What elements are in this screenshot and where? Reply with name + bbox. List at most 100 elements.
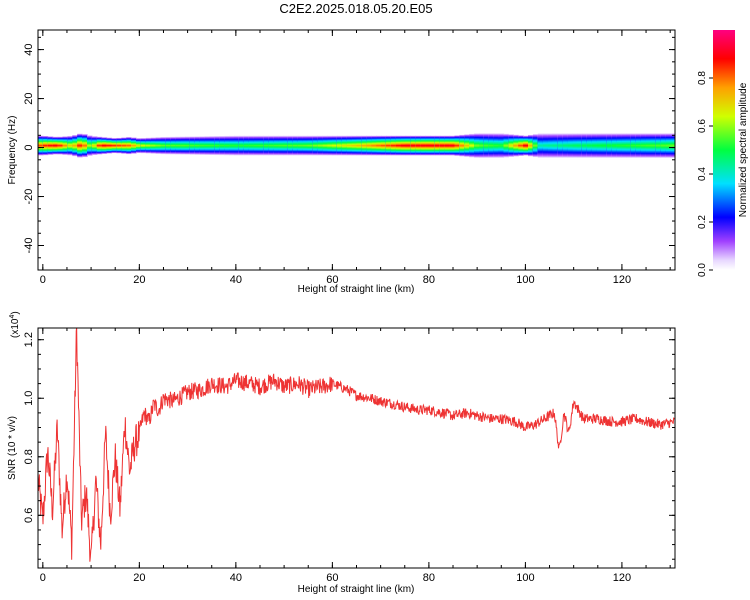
heatmap-cell	[42, 144, 49, 147]
heatmap-cell	[528, 144, 534, 147]
x-tick-label: 60	[326, 572, 338, 584]
heatmap-cell	[410, 144, 416, 147]
figure-title: C2E2.2025.018.05.20.E05	[279, 1, 432, 16]
heatmap-cell	[645, 144, 652, 147]
heatmap-cell	[415, 144, 421, 147]
heatmap-cell	[185, 145, 191, 147]
heatmap-cell	[621, 144, 627, 147]
heatmap-cell	[248, 144, 255, 147]
heatmap-cell	[307, 144, 313, 147]
heatmap-cell	[356, 144, 362, 147]
x-tick-label: 100	[516, 274, 534, 286]
heatmap-cell	[258, 144, 264, 147]
x-tick-label: 120	[613, 572, 631, 584]
spectrogram-xticks: 0 20 40 60 80 100 120	[40, 30, 671, 286]
heatmap-cell	[665, 144, 671, 147]
heatmap-cell	[219, 144, 225, 147]
heatmap-cell	[121, 145, 127, 147]
heatmap-cell	[229, 144, 235, 147]
colorbar-tick-label: 0.8	[697, 71, 708, 85]
heatmap-cell	[243, 144, 250, 147]
y-tick-label: 1.0	[23, 391, 35, 406]
heatmap-cell	[601, 144, 607, 147]
y-tick-label: -20	[23, 189, 35, 205]
heatmap-cell	[547, 144, 554, 147]
heatmap-cell	[224, 144, 230, 147]
snr-scale-note: (x104)	[9, 311, 21, 338]
heatmap-cell	[332, 144, 338, 147]
x-tick-label: 60	[326, 274, 338, 286]
spectrogram-panel: 0 20 40 60 80 100 120 -40 -20 0 20 40 Height of st…	[7, 29, 676, 295]
heatmap-cell	[498, 144, 505, 147]
heatmap-cell	[596, 144, 603, 147]
heatmap-cell	[562, 144, 568, 147]
heatmap-cell	[488, 144, 495, 147]
heatmap-cell	[660, 144, 666, 147]
heatmap-cell	[150, 145, 157, 147]
heatmap-cell	[577, 144, 583, 147]
heatmap-cell	[425, 144, 431, 147]
heatmap-cell	[189, 145, 196, 147]
snr-panel: 0 20 40 60 80 100 120 0.6 0.8 1.0 1.2 Height of s…	[7, 311, 676, 595]
heatmap-cell	[194, 145, 201, 147]
heatmap-cell	[449, 144, 456, 147]
heatmap-cell	[116, 145, 122, 147]
heatmap-band	[38, 133, 675, 158]
heatmap-cell	[430, 144, 436, 147]
heatmap-cell	[175, 145, 181, 147]
heatmap-cell	[292, 144, 299, 147]
y-tick-label: 20	[23, 92, 35, 104]
heatmap-cell	[567, 144, 573, 147]
x-tick-label: 80	[423, 572, 435, 584]
heatmap-cell	[253, 144, 260, 147]
x-tick-label: 100	[516, 572, 534, 584]
heatmap-cell	[591, 144, 598, 147]
heatmap-cell	[106, 145, 113, 147]
x-tick-label: 20	[133, 274, 145, 286]
heatmap-cell	[395, 144, 402, 147]
heatmap-cell	[376, 144, 382, 147]
heatmap-cell	[635, 144, 642, 147]
heatmap-cell	[474, 144, 480, 147]
snr-xlabel: Height of straight line (km)	[298, 584, 415, 595]
heatmap-cell	[626, 144, 632, 147]
x-tick-label: 40	[230, 274, 242, 286]
heatmap-cell	[464, 144, 470, 147]
heatmap-cell	[283, 144, 289, 147]
heatmap-cell	[572, 144, 578, 147]
heatmap-cell	[351, 144, 358, 147]
heatmap-cell	[459, 144, 465, 147]
spectrogram-ylabel: Frequency (Hz)	[7, 116, 18, 185]
heatmap-cell	[91, 145, 98, 147]
colorbar-scale	[713, 30, 735, 270]
scale-note-close: )	[10, 311, 21, 314]
snr-line	[38, 328, 675, 562]
colorbar-tick-label: 0.6	[697, 119, 708, 133]
heatmap-cell	[336, 144, 343, 147]
heatmap-cell	[180, 145, 186, 147]
heatmap-cell	[170, 145, 176, 147]
heatmap-cell	[297, 144, 304, 147]
heatmap-cell	[140, 145, 147, 147]
colorbar-ticks: 0.0 0.2 0.4 0.6 0.8	[697, 71, 713, 277]
colorbar-tick-label: 0.2	[697, 215, 708, 229]
heatmap-cell	[508, 144, 514, 147]
heatmap-cell	[62, 145, 68, 147]
heatmap-cell	[155, 145, 162, 147]
heatmap-cell	[101, 145, 108, 147]
colorbar-label: Normalized spectral amplitude	[738, 82, 749, 217]
heatmap-cell	[670, 144, 675, 147]
heatmap-cell	[361, 144, 367, 147]
heatmap-cell	[366, 144, 372, 147]
heatmap-cell	[537, 144, 544, 147]
heatmap-cell	[650, 144, 656, 147]
spectrogram-xlabel: Height of straight line (km)	[298, 284, 415, 295]
y-tick-label: 0.8	[23, 449, 35, 464]
heatmap-cell	[420, 144, 426, 147]
snr-xticks: 0 20 40 60 80 100 120	[40, 328, 671, 584]
heatmap-cell	[82, 144, 88, 147]
heatmap-cell	[655, 144, 661, 147]
heatmap-cell	[479, 144, 485, 147]
heatmap-cell	[518, 144, 524, 147]
